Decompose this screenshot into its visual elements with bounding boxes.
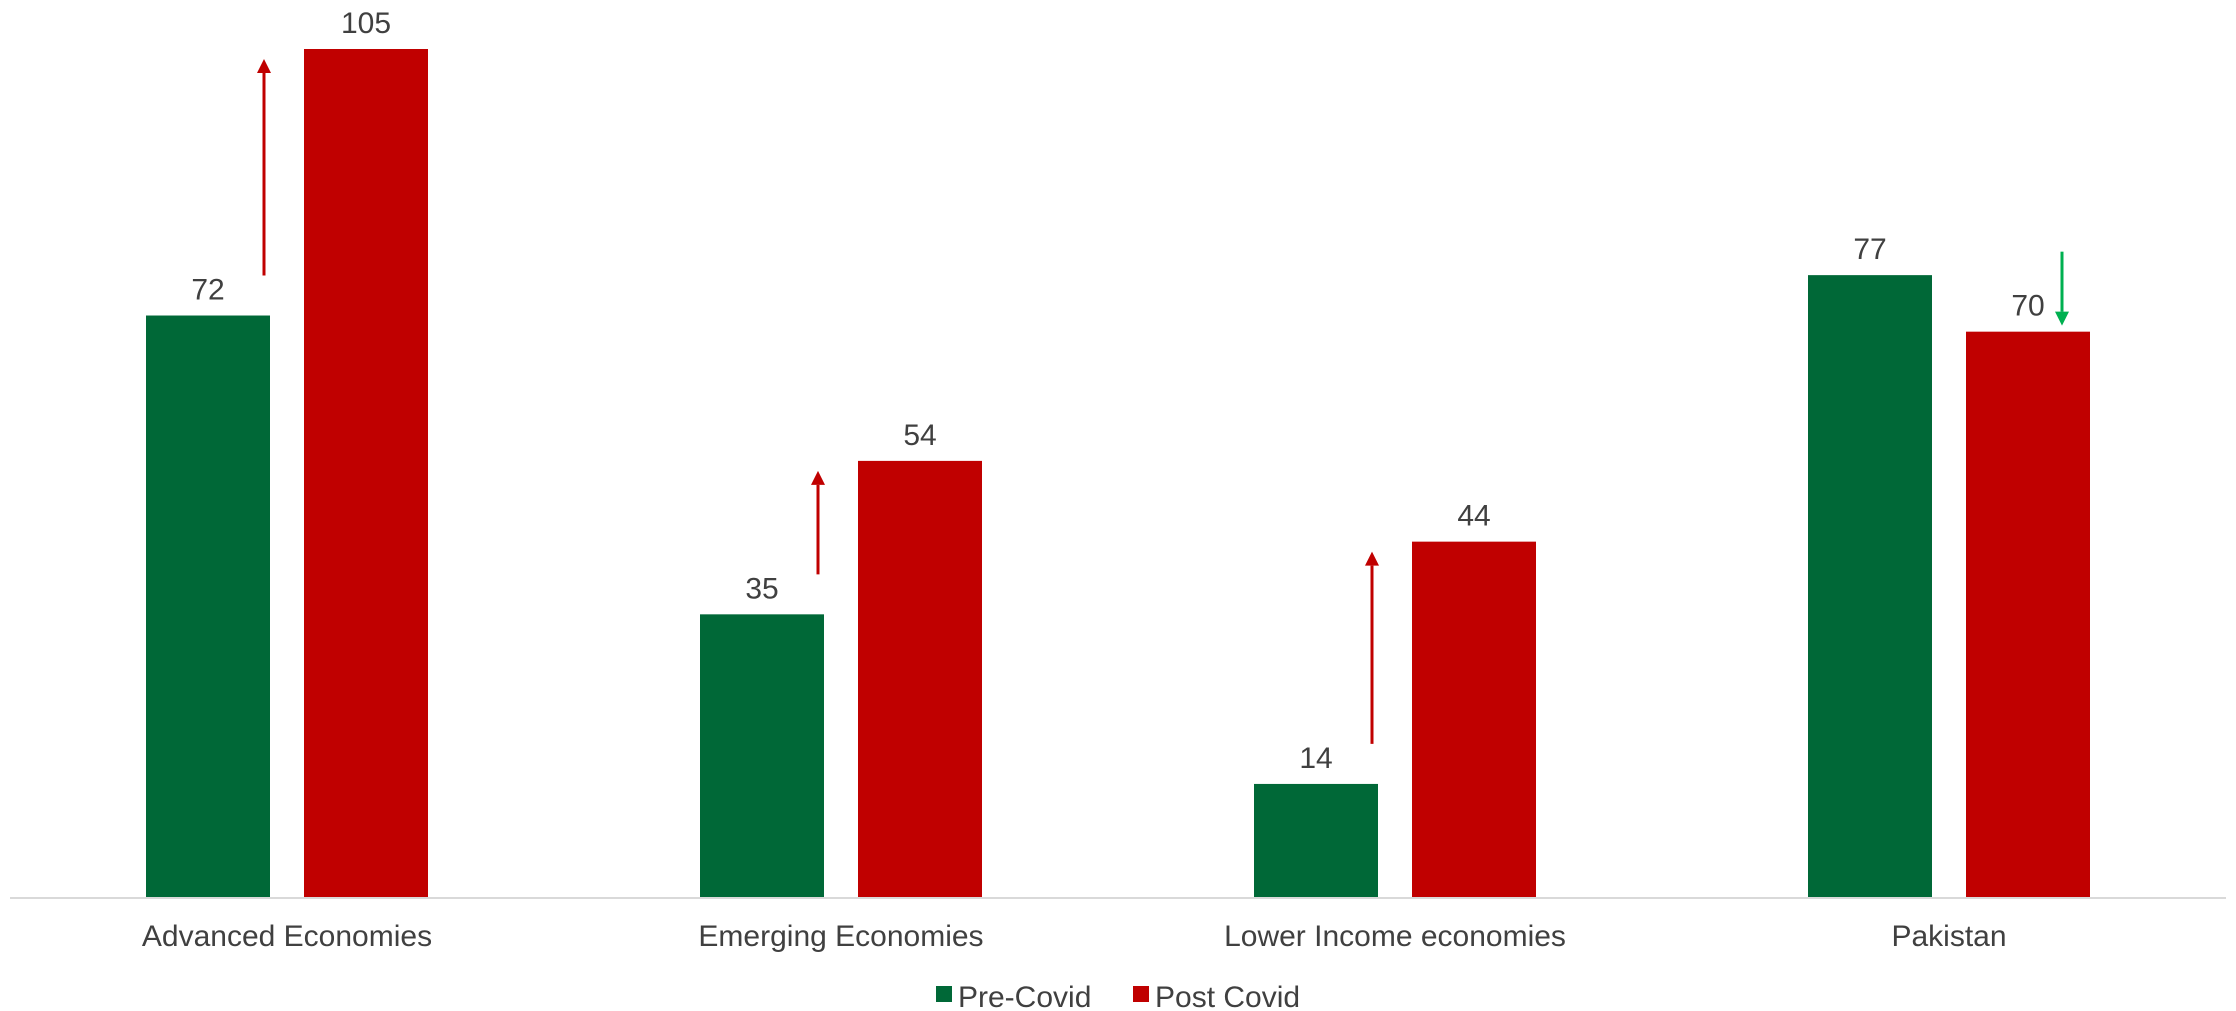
- change-arrow-advanced-economies: [257, 59, 271, 276]
- data-label-pre-covid-advanced-economies: 72: [191, 274, 224, 307]
- legend-label-pre-covid: Pre-Covid: [958, 981, 1091, 1011]
- change-arrow-head-lower-income-economies: [1365, 551, 1379, 566]
- bar-pre-covid-pakistan: [1808, 275, 1932, 898]
- legend-swatch-post-covid: [1133, 986, 1149, 1002]
- data-label-pre-covid-pakistan: 77: [1853, 233, 1886, 266]
- category-label-pakistan: Pakistan: [1891, 920, 2006, 953]
- category-label-advanced-economies: Advanced Economies: [142, 920, 432, 953]
- data-label-pre-covid-lower-income-economies: 14: [1299, 742, 1332, 775]
- bar-pre-covid-emerging-economies: [700, 614, 824, 897]
- data-label-post-covid-emerging-economies: 54: [903, 419, 936, 452]
- legend-swatch-pre-covid: [936, 986, 952, 1002]
- legend-label-post-covid: Post Covid: [1155, 981, 1300, 1011]
- legend: Pre-Covid Post Covid: [936, 981, 1300, 1011]
- bars-layer: [146, 49, 2090, 898]
- bar-pre-covid-lower-income-economies: [1254, 783, 1378, 897]
- category-labels-layer: Advanced Economies Emerging Economies Lowe…: [142, 920, 2007, 953]
- change-arrow-lower-income-economies: [1365, 551, 1379, 744]
- change-arrow-head-emerging-economies: [811, 470, 825, 485]
- change-arrow-pakistan: [2055, 251, 2069, 326]
- data-label-post-covid-advanced-economies: 105: [341, 7, 391, 40]
- data-label-pre-covid-emerging-economies: 35: [745, 572, 778, 605]
- category-label-emerging-economies: Emerging Economies: [698, 920, 983, 953]
- bar-post-covid-pakistan: [1966, 331, 2090, 898]
- change-arrow-head-pakistan: [2055, 311, 2069, 326]
- change-arrow-head-advanced-economies: [257, 59, 271, 73]
- bar-post-covid-lower-income-economies: [1412, 541, 1536, 897]
- data-label-post-covid-lower-income-economies: 44: [1457, 500, 1490, 533]
- bar-post-covid-advanced-economies: [304, 49, 428, 897]
- change-arrows-layer: [257, 59, 2069, 744]
- data-labels-layer: 72 105 35 54 14 44 77 70: [191, 7, 2044, 775]
- category-label-lower-income-economies: Lower Income economies: [1224, 920, 1566, 953]
- bar-post-covid-emerging-economies: [858, 460, 982, 897]
- change-arrow-emerging-economies: [811, 470, 825, 575]
- bar-pre-covid-advanced-economies: [146, 315, 270, 897]
- data-label-post-covid-pakistan: 70: [2011, 290, 2044, 323]
